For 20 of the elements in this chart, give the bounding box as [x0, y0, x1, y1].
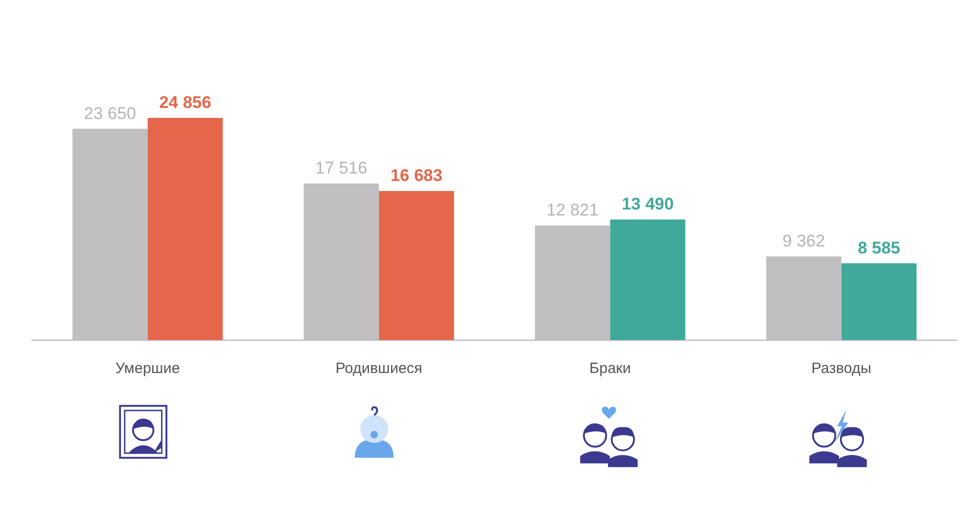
data-label: 17 516	[315, 158, 368, 178]
bar	[148, 118, 223, 340]
data-label: 13 490	[622, 194, 674, 214]
data-label: 9 362	[782, 232, 826, 251]
bar	[841, 263, 917, 340]
bar	[72, 128, 148, 340]
data-label: 23 650	[84, 104, 136, 123]
x-tick-label: Умершие	[115, 360, 180, 378]
x-tick-label: Браки	[589, 360, 631, 378]
bar	[534, 225, 610, 340]
bar	[304, 184, 379, 340]
data-label: 24 856	[159, 93, 212, 112]
bar	[766, 256, 842, 340]
data-label: 8 585	[858, 238, 900, 258]
x-tick-label: Родившиеся	[335, 360, 422, 378]
bar	[610, 219, 686, 340]
bar	[378, 190, 454, 340]
x-tick-label: Разводы	[811, 360, 872, 378]
data-label: 12 821	[546, 200, 599, 220]
data-label: 16 683	[390, 166, 442, 186]
